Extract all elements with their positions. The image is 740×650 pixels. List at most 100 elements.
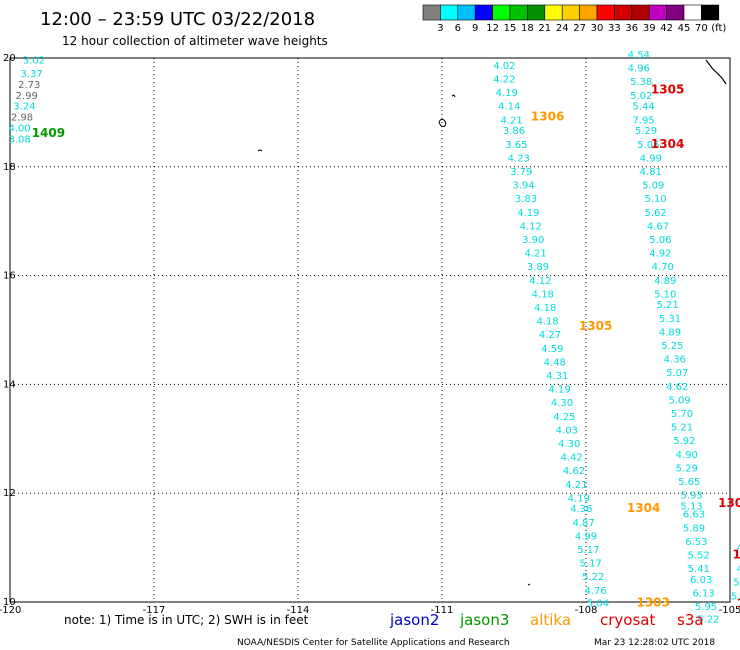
colorbar-swatch [631, 4, 650, 21]
swh-value: 5.10 [644, 194, 666, 205]
swh-value: 4.21 [500, 115, 522, 126]
track-altika-1305: 4.12 4.18 4.18 4.18 4.27 4.59 4.48 4.31 4.19 4.30… [529, 276, 612, 505]
coastline-mexico [705, 59, 727, 85]
latitude-label: 12 [3, 488, 16, 499]
track-s3a-130: 130 [737, 596, 740, 610]
colorbar-label: (ft) [711, 23, 726, 34]
swh-value: 5.10 [654, 289, 676, 300]
swh-value: 4.23 [508, 153, 530, 164]
swh-value: 4.89 [654, 276, 676, 287]
swh-value: 6.63 [683, 510, 705, 521]
track-cryosat-1305: 4.54 4.96 5.38 5.025.44 7.955.29 5.06 1305 [628, 50, 685, 151]
island-socorro [438, 118, 447, 127]
swh-value: 4.89 [659, 327, 681, 338]
map-frame [9, 57, 731, 603]
colorbar-label: 36 [625, 23, 638, 34]
footer-note: note: 1) Time is in UTC; 2) SWH is in fe… [64, 613, 309, 627]
swh-value: 5.62 [644, 208, 666, 219]
longitude-label: -117 [143, 605, 166, 616]
colorbar-label: 42 [660, 23, 673, 34]
swh-value: 4.14 [498, 102, 520, 113]
swh-value: 3.37 [20, 69, 42, 80]
longitude-label: -108 [575, 605, 598, 616]
swh-value: 5.22 [697, 615, 719, 626]
swh-value: 4.90 [676, 450, 698, 461]
colorbar-swatch [457, 4, 476, 21]
swh-value: 5.93 [680, 491, 702, 502]
colorbar-swatch [509, 4, 528, 21]
colorbar-label: 3 [437, 23, 443, 34]
track-cryosat-1304: 4.99 4.81 5.09 5.10 5.62 4.67 5.06 4.92 4.70 4.89… [640, 137, 703, 513]
longitude-label: -105 [719, 605, 740, 616]
colorbar-swatch [544, 4, 563, 21]
swh-value: 5.51 [731, 591, 740, 602]
swh-value: 5.02 [630, 91, 652, 102]
colorbar-swatch [614, 4, 633, 21]
swh-value: 3.89 [527, 262, 549, 273]
swh-value: 4.36 [570, 504, 592, 515]
colorbar-swatch [422, 4, 441, 21]
colorbar-swatch [440, 4, 459, 21]
swh-value: 4.03 [556, 425, 578, 436]
colorbar-label: 21 [538, 23, 551, 34]
swh-value: 4.70 [652, 262, 674, 273]
swh-value: 5.52 [688, 550, 710, 561]
swh-value: 4.76 [584, 586, 606, 597]
swh-value: 4.19 [568, 493, 590, 504]
swh-value: 3.65 [505, 140, 527, 151]
swh-value: 3.24 [13, 102, 35, 113]
swh-value: 5.29 [635, 126, 657, 137]
swh-value: 3.83 [515, 194, 537, 205]
longitude-label: -114 [287, 605, 310, 616]
swh-value: 4.36 [664, 355, 686, 366]
colorbar-legend: 3 6 9 12 15 18 21 24 27 30 33 36 39 42 45 70 (ft) [422, 4, 726, 34]
swh-value: 2.99 [16, 91, 38, 102]
swh-value: 3.90 [522, 235, 544, 246]
swh-value: 2.98 [11, 113, 33, 124]
swh-value: 4.48 [544, 357, 566, 368]
page-title: 12:00 – 23:59 UTC 03/22/2018 [40, 9, 315, 30]
colorbar-label: 70 [695, 23, 708, 34]
swh-value: 3.86 [503, 126, 525, 137]
colorbar-label: 24 [556, 23, 569, 34]
swh-value: 4.59 [541, 344, 563, 355]
legend-jason3: jason3 [459, 611, 509, 629]
colorbar-swatch [666, 4, 685, 21]
mission-legend: jason2 jason3 altika cryosat s3a [389, 611, 704, 629]
swh-value: 3.02 [23, 55, 45, 66]
latitude-label: 14 [3, 379, 16, 390]
track-cryosat-1303: 6.63 5.89 6.53 5.52 5.416.03 6.13 5.95 5.22 1303 [683, 496, 740, 626]
swh-value: 4.87 [572, 518, 594, 529]
swh-value: 4.25 [553, 412, 575, 423]
colorbar-swatch [492, 4, 511, 21]
swh-value: 6.13 [692, 589, 714, 600]
cycle-label: 1306 [531, 110, 564, 124]
swh-value: 4.31 [546, 371, 568, 382]
swh-value: 4.81 [640, 167, 662, 178]
swh-value: 4.67 [647, 221, 669, 232]
colorbar-label: 30 [591, 23, 604, 34]
longitude-label: -120 [0, 605, 21, 616]
latitude-label: 16 [3, 271, 16, 282]
cycle-label: 1304 [651, 137, 684, 151]
swh-value: 4.18 [532, 289, 554, 300]
swh-value: 4.19 [548, 385, 570, 396]
swh-value: 4.54 [628, 50, 650, 61]
colorbar-label: 18 [521, 23, 534, 34]
swh-value: 5.06 [637, 140, 659, 151]
swh-value: 5.17 [577, 545, 599, 556]
swh-value: 5.21 [671, 423, 693, 434]
swh-value: 3.08 [8, 134, 30, 145]
swh-value: 5.07 [666, 368, 688, 379]
track-jason3-1409: 3.02 3.372.732.993.242.984.003.08 1409 [8, 55, 65, 145]
cycle-label: 1304 [627, 501, 660, 515]
legend-altika: altika [530, 611, 571, 629]
colorbar-swatch [701, 4, 720, 21]
track-s3a-1302: 4.? 4.7 5.13 5.51 1302 [731, 542, 740, 602]
map-border [9, 57, 731, 603]
colorbar-swatch [596, 4, 615, 21]
swh-value: 5.38 [630, 77, 652, 88]
swh-value: 4.42 [560, 453, 582, 464]
colorbar-label: 12 [486, 23, 499, 34]
swh-value: 5.21 [656, 300, 678, 311]
